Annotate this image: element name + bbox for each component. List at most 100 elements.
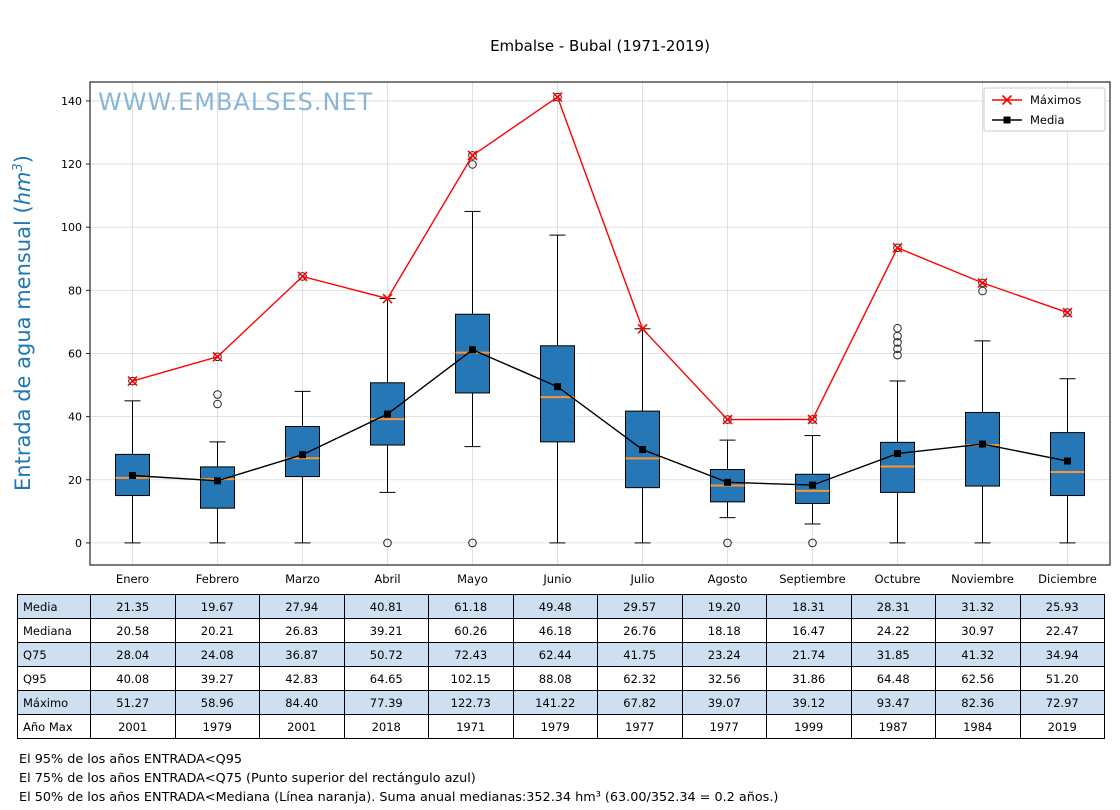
x-tick-label: Octubre xyxy=(874,572,920,586)
outlier-marker xyxy=(893,338,902,347)
x-tick-label: Diciembre xyxy=(1038,572,1097,586)
table-row-label: Media xyxy=(17,594,91,619)
table-cell: 40.08 xyxy=(90,666,176,691)
outlier-marker xyxy=(1063,308,1072,317)
table-cell: 1984 xyxy=(935,714,1021,739)
outlier-marker xyxy=(723,538,732,548)
table-cell: 21.74 xyxy=(766,642,852,667)
table-cell: 41.32 xyxy=(935,642,1021,667)
table-cell: 72.43 xyxy=(428,642,514,667)
x-tick-label: Marzo xyxy=(285,572,320,586)
media-marker xyxy=(724,478,731,486)
media-series xyxy=(129,346,1071,489)
table-cell: 25.93 xyxy=(1019,594,1105,619)
table-row-año-max: Año Max 2001 1979 2001 2018 1971 1979 1977 1977 1… xyxy=(17,714,1105,739)
table-row-media: Media 21.35 19.67 27.94 40.81 61.18 49.48 29.57… xyxy=(17,594,1105,619)
table-cell: 2018 xyxy=(343,714,429,739)
media-marker xyxy=(299,451,306,459)
y-tick-label: 100 xyxy=(61,221,82,234)
legend-media-marker xyxy=(1003,116,1011,124)
table-cell: 26.83 xyxy=(259,618,345,643)
outlier-marker xyxy=(893,323,902,333)
table-cell: 1999 xyxy=(766,714,852,739)
stats-table: Media 21.35 19.67 27.94 40.81 61.18 49.48 29.57… xyxy=(17,594,1105,739)
table-cell: 141.22 xyxy=(512,690,598,715)
table-cell: 62.32 xyxy=(597,666,683,691)
table-cell: 18.18 xyxy=(681,618,767,643)
y-tick-label: 140 xyxy=(61,95,82,108)
table-cell: 82.36 xyxy=(935,690,1021,715)
table-row-mediana: Mediana 20.58 20.21 26.83 39.21 60.26 46.18 26.… xyxy=(17,618,1105,643)
outlier-marker xyxy=(383,538,392,548)
media-marker xyxy=(384,410,391,418)
media-marker xyxy=(1064,457,1071,465)
table-cell: 51.27 xyxy=(90,690,176,715)
table-cell: 77.39 xyxy=(343,690,429,715)
table-cell: 29.57 xyxy=(597,594,683,619)
table-cell: 122.73 xyxy=(428,690,514,715)
y-tick-label: 20 xyxy=(68,474,82,487)
media-marker xyxy=(214,477,221,485)
table-cell: 62.56 xyxy=(935,666,1021,691)
boxplot-octubre xyxy=(880,243,915,544)
table-cell: 61.18 xyxy=(428,594,514,619)
table-cell: 84.40 xyxy=(259,690,345,715)
y-tick-label: 40 xyxy=(68,411,82,424)
maximos-series xyxy=(127,92,1073,425)
y-tick-label: 120 xyxy=(61,158,82,171)
table-cell: 39.27 xyxy=(174,666,260,691)
table-row-label: Q95 xyxy=(17,666,91,691)
table-cell: 20.21 xyxy=(174,618,260,643)
footnotes: El 95% de los años ENTRADA<Q95 El 75% de… xyxy=(19,750,778,808)
axis-frame xyxy=(89,81,1111,566)
table-row-máximo: Máximo 51.27 58.96 84.40 77.39 122.73 141.22 67… xyxy=(17,690,1105,715)
outlier-marker xyxy=(298,272,307,281)
boxplot-enero xyxy=(115,376,150,544)
table-cell: 1979 xyxy=(512,714,598,739)
boxplot-chart: WWW.EMBALSES.NET 0 20 40 60 80 100 120 140 Enero F… xyxy=(11,81,1111,586)
table-cell: 102.15 xyxy=(428,666,514,691)
table-cell: 34.94 xyxy=(1019,642,1105,667)
boxplot-mayo xyxy=(455,151,490,548)
outlier-marker xyxy=(978,278,987,288)
boxplots xyxy=(115,92,1085,548)
outlier-marker xyxy=(553,92,562,102)
table-cell: 21.35 xyxy=(90,594,176,619)
table-cell: 28.31 xyxy=(850,594,936,619)
table-cell: 64.48 xyxy=(850,666,936,691)
table-cell: 24.22 xyxy=(850,618,936,643)
x-tick-label: Septiembre xyxy=(779,572,846,586)
table-cell: 41.75 xyxy=(597,642,683,667)
table-cell: 24.08 xyxy=(174,642,260,667)
table-cell: 64.65 xyxy=(343,666,429,691)
boxplot-junio xyxy=(540,92,575,544)
table-cell: 58.96 xyxy=(174,690,260,715)
table-cell: 88.08 xyxy=(512,666,598,691)
media-marker xyxy=(129,472,136,480)
x-tick-label: Enero xyxy=(116,572,149,586)
y-tick-label: 80 xyxy=(68,284,82,297)
table-cell: 23.24 xyxy=(681,642,767,667)
table-cell: 1987 xyxy=(850,714,936,739)
outlier-marker xyxy=(468,160,477,169)
table-cell: 28.04 xyxy=(90,642,176,667)
table-cell: 32.56 xyxy=(681,666,767,691)
table-cell: 1977 xyxy=(681,714,767,739)
legend-media-label: Media xyxy=(1030,113,1065,127)
media-marker xyxy=(979,440,986,448)
media-marker xyxy=(894,450,901,458)
table-cell: 46.18 xyxy=(512,618,598,643)
media-marker xyxy=(639,446,646,454)
table-cell: 50.72 xyxy=(343,642,429,667)
outlier-marker xyxy=(213,390,222,399)
table-cell: 67.82 xyxy=(597,690,683,715)
footnote-q95: El 95% de los años ENTRADA<Q95 xyxy=(19,752,242,767)
x-tick-label: Noviembre xyxy=(951,572,1014,586)
table-cell: 27.94 xyxy=(259,594,345,619)
table-cell: 31.32 xyxy=(935,594,1021,619)
x-tick-label: Junio xyxy=(542,572,571,586)
table-cell: 19.20 xyxy=(681,594,767,619)
x-tick-label: Febrero xyxy=(196,572,239,586)
y-axis: 0 20 40 60 80 100 120 140 xyxy=(61,95,90,550)
